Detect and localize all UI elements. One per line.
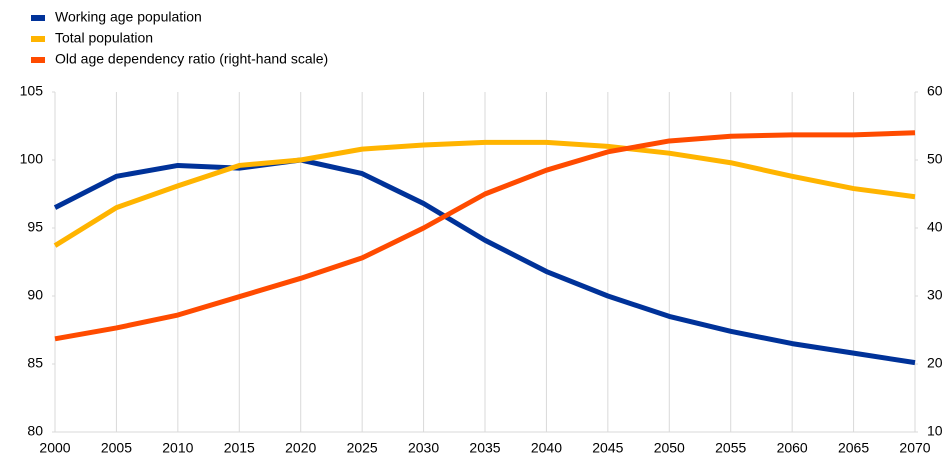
legend-swatch xyxy=(31,15,45,21)
y2-tick-label: 60 xyxy=(927,83,943,99)
x-tick-label: 2040 xyxy=(531,440,562,456)
legend-swatch xyxy=(31,36,45,42)
y2-tick-label: 20 xyxy=(927,355,943,371)
y-tick-label: 95 xyxy=(27,219,43,235)
legend-label: Old age dependency ratio (right-hand sca… xyxy=(55,51,328,67)
y-tick-label: 100 xyxy=(20,151,44,167)
x-tick-label: 2010 xyxy=(162,440,193,456)
x-tick-label: 2060 xyxy=(777,440,808,456)
x-tick-label: 2020 xyxy=(285,440,316,456)
line xyxy=(53,157,916,366)
x-tick-label: 2035 xyxy=(469,440,500,456)
x-tick-label: 2045 xyxy=(592,440,623,456)
y-tick-label: 85 xyxy=(27,355,43,371)
y-tick-label: 80 xyxy=(27,423,43,439)
x-tick-label: 2055 xyxy=(715,440,746,456)
line xyxy=(53,139,916,248)
y-tick-label: 90 xyxy=(27,287,43,303)
y2-tick-label: 50 xyxy=(927,151,943,167)
legend-label: Working age population xyxy=(55,9,202,25)
legend-swatch xyxy=(31,57,45,63)
y-tick-label: 105 xyxy=(20,83,44,99)
legend-label: Total population xyxy=(55,30,153,46)
y2-tick-label: 40 xyxy=(927,219,943,235)
x-tick-label: 2070 xyxy=(899,440,930,456)
x-tick-label: 2025 xyxy=(347,440,378,456)
line xyxy=(54,130,916,342)
y2-tick-label: 30 xyxy=(927,287,943,303)
y2-tick-label: 10 xyxy=(927,423,943,439)
x-tick-label: 2030 xyxy=(408,440,439,456)
x-tick-label: 2000 xyxy=(39,440,70,456)
x-tick-label: 2005 xyxy=(101,440,132,456)
x-tick-label: 2050 xyxy=(654,440,685,456)
x-tick-label: 2065 xyxy=(838,440,869,456)
x-tick-label: 2015 xyxy=(224,440,255,456)
